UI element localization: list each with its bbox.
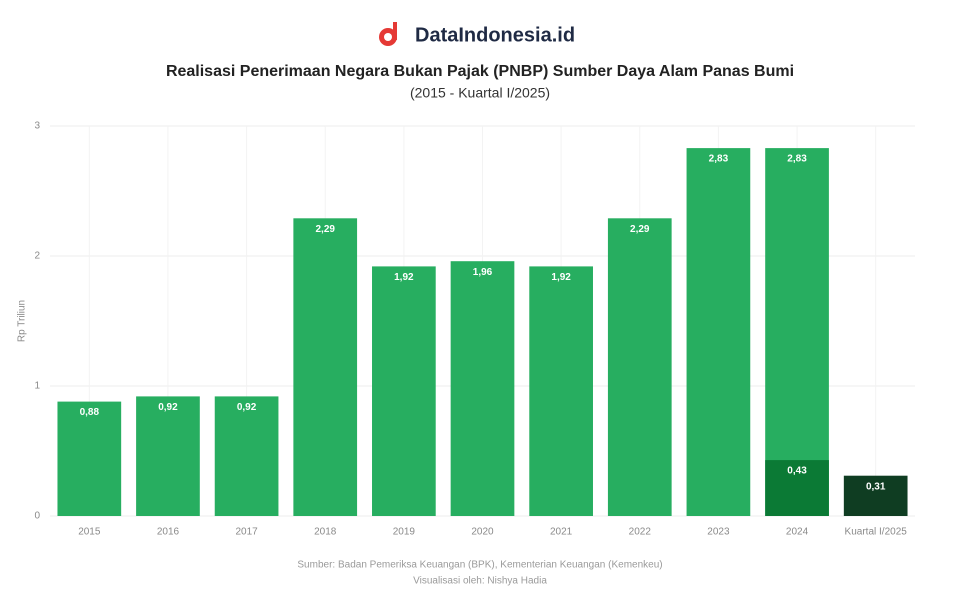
value-label: 0,92 bbox=[237, 402, 257, 413]
y-tick-label: 0 bbox=[34, 511, 40, 522]
value-label: 1,92 bbox=[551, 272, 571, 283]
logo-icon-hole bbox=[384, 33, 392, 41]
value-label: 1,92 bbox=[394, 272, 414, 283]
bar bbox=[57, 401, 122, 516]
value-label: 0,43 bbox=[787, 466, 807, 477]
bar bbox=[372, 266, 436, 516]
bar bbox=[765, 148, 829, 516]
bar bbox=[607, 218, 672, 517]
value-label: 2,83 bbox=[709, 154, 729, 165]
bar bbox=[293, 218, 358, 517]
y-tick-label: 3 bbox=[34, 121, 40, 132]
bar bbox=[765, 460, 829, 516]
x-tick-label: 2018 bbox=[314, 527, 337, 538]
source: Sumber: Badan Pemeriksa Keuangan (BPK), … bbox=[297, 560, 662, 571]
chart-title: Realisasi Penerimaan Negara Bukan Pajak … bbox=[166, 63, 794, 80]
x-tick-label: 2019 bbox=[393, 527, 416, 538]
value-label: 2,29 bbox=[630, 224, 650, 235]
logo-icon-stem bbox=[393, 22, 397, 40]
x-tick-label: 2023 bbox=[707, 527, 730, 538]
value-label: 0,88 bbox=[80, 407, 100, 418]
x-tick-label: 2024 bbox=[786, 527, 809, 538]
x-tick-label: 2015 bbox=[78, 527, 101, 538]
bar bbox=[843, 475, 908, 516]
x-tick-label: 2021 bbox=[550, 527, 573, 538]
x-tick-label: 2020 bbox=[471, 527, 494, 538]
x-tick-label: 2016 bbox=[157, 527, 180, 538]
value-label: 2,29 bbox=[315, 224, 335, 235]
x-tick-label: 2017 bbox=[235, 527, 258, 538]
value-label: 0,92 bbox=[158, 402, 178, 413]
y-axis-title: Rp Triliun bbox=[17, 300, 28, 342]
y-tick-label: 1 bbox=[34, 381, 40, 392]
bar bbox=[214, 396, 279, 516]
bar bbox=[450, 261, 515, 516]
bar bbox=[529, 266, 593, 516]
credit: Visualisasi oleh: Nishya Hadia bbox=[413, 576, 547, 587]
value-label: 2,83 bbox=[787, 154, 807, 165]
value-label: 0,31 bbox=[866, 481, 886, 492]
chart-subtitle: (2015 - Kuartal I/2025) bbox=[410, 85, 550, 101]
y-tick-label: 2 bbox=[34, 251, 40, 262]
logo bbox=[379, 22, 397, 46]
x-tick-label: 2022 bbox=[629, 527, 652, 538]
x-tick-label: Kuartal I/2025 bbox=[845, 527, 908, 538]
bar bbox=[686, 148, 751, 516]
bar bbox=[136, 396, 200, 516]
brand: DataIndonesia.id bbox=[415, 24, 575, 46]
value-label: 1,96 bbox=[473, 267, 493, 278]
